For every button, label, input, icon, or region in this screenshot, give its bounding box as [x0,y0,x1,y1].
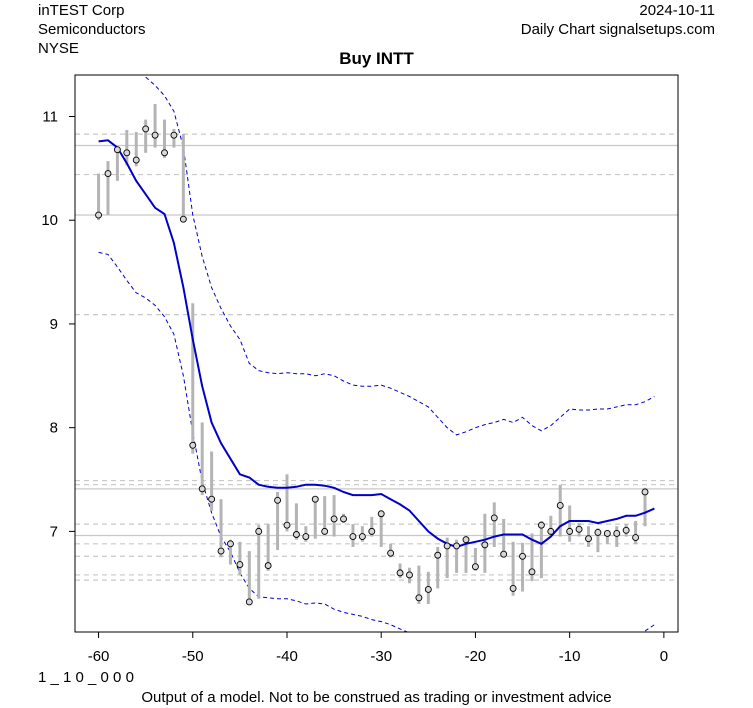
close-point [151,131,159,139]
close-point [208,495,216,503]
close-point [283,521,291,529]
close-point [142,125,150,133]
close-point [453,542,461,550]
sector-name: Semiconductors [38,21,146,38]
close-point [434,551,442,559]
close-point [603,530,611,537]
close-point [396,569,404,577]
close-point [132,156,140,164]
close-point [519,552,526,560]
x-tick-label: -30 [370,648,392,665]
close-point [113,146,121,154]
close-point [443,542,451,550]
x-tick-label: -50 [182,648,204,665]
close-point [170,131,178,139]
close-point [641,488,649,496]
close-point [104,170,112,177]
close-point [189,441,197,449]
y-tick-label: 8 [50,420,58,437]
close-point [161,149,168,157]
close-point [556,502,564,509]
close-point [255,527,263,535]
close-point [462,536,470,544]
plot-frame [74,74,679,633]
close-point [632,534,640,542]
close-point [424,586,432,593]
chart-title: Buy INTT [339,49,414,68]
close-point [245,598,253,606]
close-point [340,515,347,523]
x-tick-label: -60 [88,648,110,665]
price-bars [97,104,647,604]
close-point [547,527,555,535]
close-point [302,533,310,541]
close-point [500,550,508,558]
y-tick-label: 11 [42,108,58,125]
close-points [95,125,649,606]
close-point [387,549,395,557]
y-tick-label: 10 [41,212,58,229]
close-point [198,485,206,493]
close-point [471,563,479,571]
moving-average-line [98,139,655,548]
x-tick-label: -40 [276,648,298,665]
close-point [330,515,338,523]
close-point [622,526,630,534]
close-point [179,215,187,223]
close-point [406,571,413,579]
close-point [575,525,583,533]
x-axis: -60 -50 -40 -30 -20 -10 0 [88,631,668,665]
close-point [613,530,621,537]
chart-date: 2024-10-11 [639,2,715,19]
reference-lines [75,133,678,581]
close-point [537,521,545,529]
close-point [321,527,329,535]
close-point [594,528,602,536]
close-point [368,527,376,535]
close-point [349,533,357,541]
close-point [217,547,225,555]
lower-band-line [98,251,655,632]
company-name: inTEST Corp [38,2,125,19]
close-point [123,149,131,157]
y-tick-label: 9 [50,316,58,333]
close-point [95,211,103,219]
chart-source: Daily Chart signalsetups.com [520,21,715,38]
close-point [358,533,366,541]
close-point [227,540,234,548]
x-tick-label: -20 [465,648,487,665]
close-point [528,568,536,576]
close-point [264,562,272,570]
close-point [311,495,319,503]
close-point [292,531,300,538]
y-axis: 7 8 9 10 11 [41,108,75,540]
upper-band-line [145,76,655,436]
close-point [585,535,592,543]
disclaimer: Output of a model. Not to be construed a… [141,689,612,706]
close-point [509,584,517,592]
exchange-name: NYSE [38,40,79,57]
close-point [377,510,385,518]
close-point [490,514,498,522]
y-tick-label: 7 [50,523,58,540]
x-tick-label: 0 [660,648,668,665]
close-point [236,561,244,569]
close-point [566,527,574,535]
x-tick-label: -10 [559,648,581,665]
model-code: 1 _ 1 0 _ 0 0 0 [38,669,134,686]
close-point [481,541,489,549]
moving-average [98,139,655,548]
close-point [415,594,423,602]
close-point [274,496,282,504]
